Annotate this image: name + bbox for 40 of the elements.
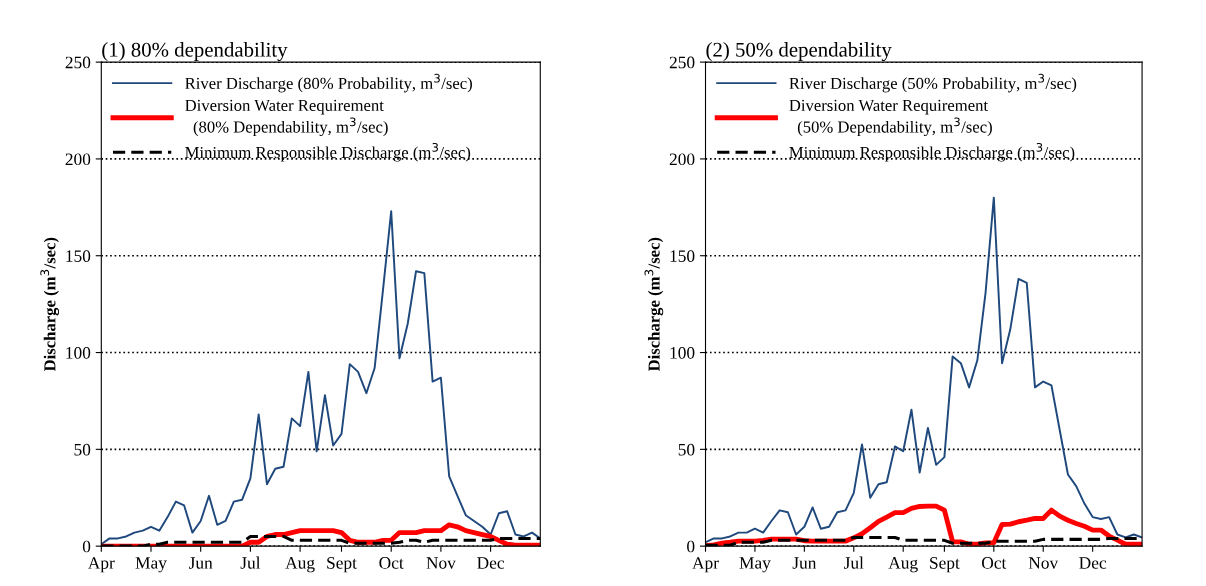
y-tick-label: 250 <box>669 56 695 69</box>
x-tick-label: Jul <box>844 556 864 569</box>
y-tick-label: 100 <box>670 347 695 359</box>
x-tick-label: Aug <box>888 557 918 573</box>
y-tick-label: 200 <box>669 153 695 166</box>
x-tick-label: Dec <box>1079 557 1107 569</box>
legend-label: Minimum Responsible Discharge (m$^{3}$/sec) <box>185 142 471 162</box>
x-tick-label: Oct <box>379 557 404 569</box>
legend-label: Minimum Responsible Discharge (m$^{3}$/sec) <box>789 142 1075 162</box>
y-axis-title: Discharge (m$^{3}$/sec) <box>644 237 664 372</box>
y-tick-label: 200 <box>65 153 91 166</box>
x-tick-label: Aug <box>285 557 315 573</box>
y-axis-title: Discharge (m$^{3}$/sec) <box>40 237 60 372</box>
x-tick-label: Oct <box>981 557 1007 569</box>
chart-title: (2) 50% dependability <box>706 42 892 62</box>
y-tick-label: 0 <box>687 540 695 553</box>
legend-label: Diversion Water Requirement (80% Dependability, m$^{3}$/sec) <box>185 99 388 137</box>
y-tick-label: 150 <box>670 250 695 262</box>
chart-title: (1) 80% dependability <box>102 42 288 62</box>
x-tick-label: Nov <box>426 557 456 569</box>
x-tick-label: May <box>739 557 771 573</box>
x-tick-label: Dec <box>477 557 505 569</box>
y-tick-label: 0 <box>82 540 91 553</box>
y-tick-label: 150 <box>66 250 91 262</box>
x-tick-label: Sept <box>930 557 960 573</box>
x-tick-label: May <box>135 557 167 573</box>
x-tick-label: Apr <box>692 557 719 573</box>
x-tick-label: Jun <box>189 557 213 569</box>
y-tick-label: 100 <box>66 347 91 359</box>
legend-label: River Discharge (80% Probability, m$^{3}$/sec) <box>185 73 472 93</box>
x-tick-label: Sept <box>327 557 357 573</box>
x-tick-label: Nov <box>1028 557 1059 569</box>
y-tick-label: 50 <box>678 443 695 456</box>
legend-label: River Discharge (50% Probability, m$^{3}$/sec) <box>789 73 1077 93</box>
x-tick-label: Apr <box>87 557 115 573</box>
legend-label: Diversion Water Requirement (50% Dependability, m$^{3}$/sec) <box>789 99 992 137</box>
y-tick-label: 50 <box>74 443 91 456</box>
x-tick-label: Jul <box>240 556 261 569</box>
x-tick-label: Jun <box>792 557 817 569</box>
y-tick-label: 250 <box>65 56 91 69</box>
